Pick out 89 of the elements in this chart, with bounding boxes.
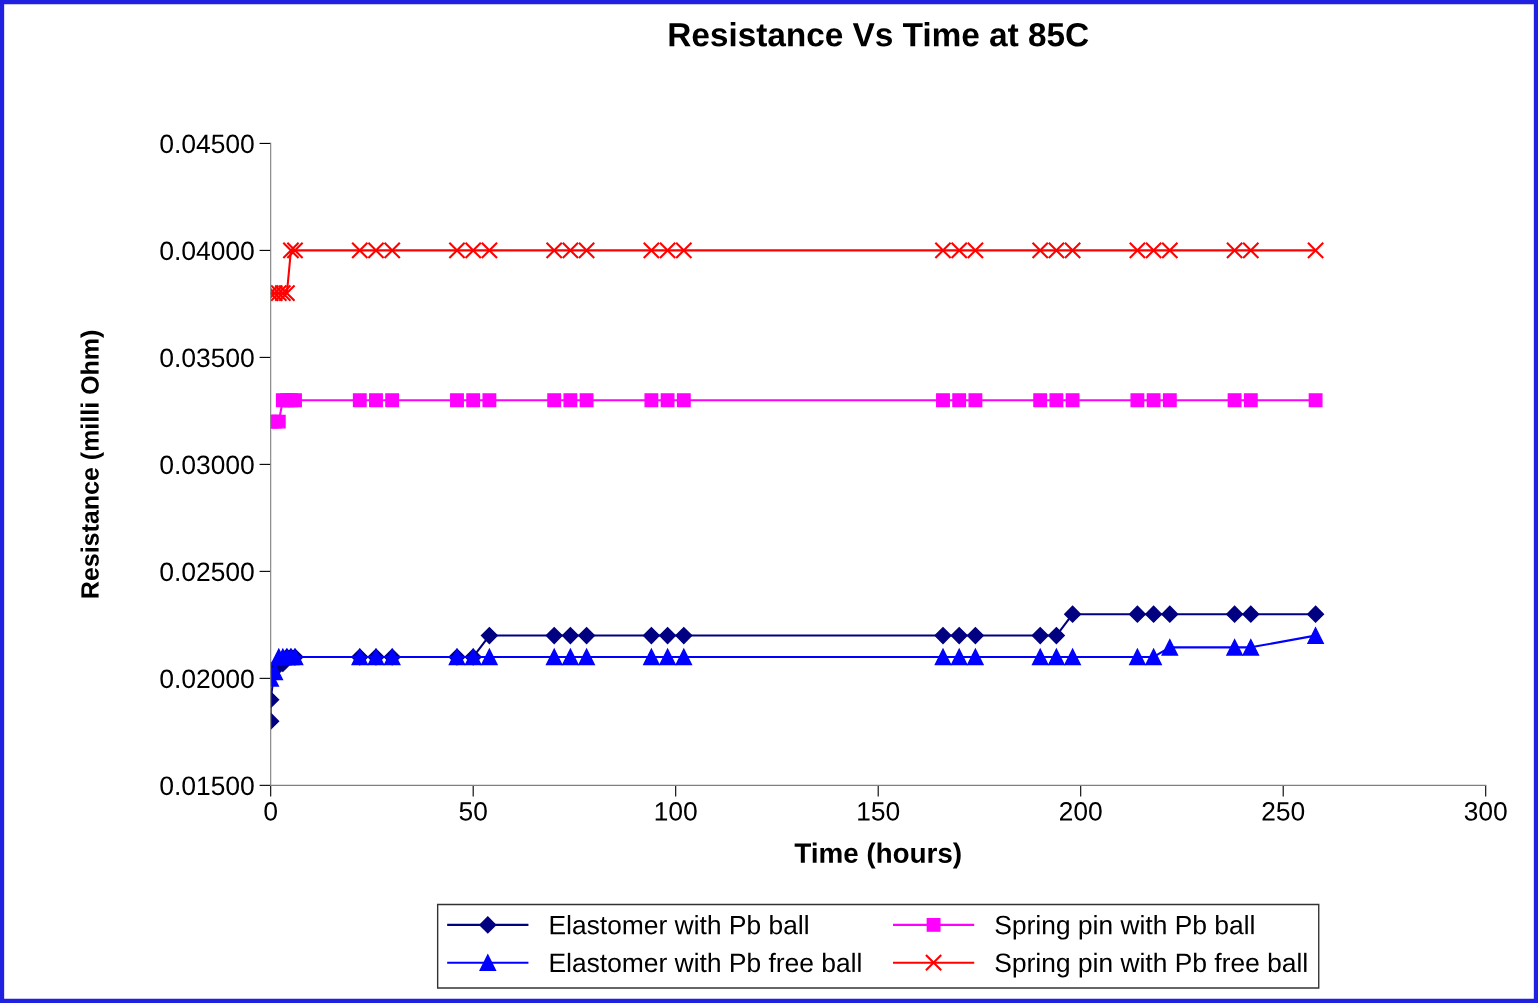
point [562,648,579,666]
x-axis-title: Time (hours) [794,842,961,869]
point [1162,393,1177,408]
point [934,648,952,666]
point [274,284,292,302]
point [644,393,659,408]
point [1242,639,1260,656]
point [1145,605,1163,623]
y-tick-label: 0.04500 [160,134,254,154]
point [936,393,950,408]
x-tick-label: 300 [1464,802,1507,821]
point [482,393,497,408]
point [1226,605,1244,623]
point [966,627,984,645]
y-tick-label: 0.02500 [160,562,254,582]
point [1129,648,1146,666]
chart-title: Resistance Vs Time at 85C [669,22,1089,47]
point [675,648,693,666]
legend-label: Spring pin with Pb free ball [995,952,1307,978]
point [1307,605,1325,623]
point [950,648,968,666]
point [563,393,578,408]
point [1128,605,1146,623]
point [934,627,952,645]
point [480,627,498,645]
point [1033,393,1048,408]
point [676,393,691,408]
point [1242,605,1260,623]
point [481,648,498,666]
point [561,627,579,645]
legend-label: Spring pin with Pb ball [995,915,1254,940]
point [950,627,968,645]
point [271,414,286,429]
point [675,627,693,645]
point [282,241,300,260]
point [286,241,304,260]
point [579,393,594,408]
legend-label: Elastomer with Pb ball [550,915,808,935]
x-tick-label: 150 [858,802,900,821]
point [968,393,983,408]
point [659,648,676,666]
point [545,627,563,645]
point [352,393,367,408]
point [1064,648,1081,666]
point [1031,627,1049,645]
point [1145,648,1162,666]
point [1031,648,1049,666]
point [450,393,464,408]
legend-label: Elastomer with Pb free ball [550,952,861,973]
point [578,627,596,645]
point [1065,393,1080,408]
point [643,648,660,666]
x-tick-label: 0 [264,802,277,821]
point [1306,241,1325,260]
point [642,627,660,645]
point [547,393,562,408]
point [1146,393,1161,408]
point [952,393,967,408]
point [1047,627,1065,645]
y-axis-title: Resistance (milli Ohm) [80,330,104,598]
point [1161,639,1179,656]
point [1161,605,1179,623]
y-tick-label: 0.03500 [160,348,254,368]
point [545,648,563,666]
x-tick-label: 250 [1262,802,1305,821]
point [1064,605,1082,623]
x-tick-label: 100 [655,802,697,821]
point [660,393,675,408]
point [1307,627,1324,644]
point [1227,393,1242,408]
y-tick-label: 0.02000 [160,669,254,689]
point [578,648,595,666]
point [369,393,383,408]
point [1130,393,1145,408]
y-tick-label: 0.04000 [160,241,254,261]
point [1308,393,1323,408]
point [1049,393,1064,408]
point [1243,393,1258,408]
point [466,393,481,408]
x-tick-label: 50 [459,802,487,821]
point [1048,648,1065,666]
point [1226,639,1243,656]
point [385,393,400,408]
point [967,648,984,666]
x-tick-label: 200 [1060,802,1102,821]
y-tick-label: 0.01500 [160,776,254,796]
point [288,393,302,408]
y-tick-label: 0.03000 [160,455,254,475]
point [659,627,677,645]
